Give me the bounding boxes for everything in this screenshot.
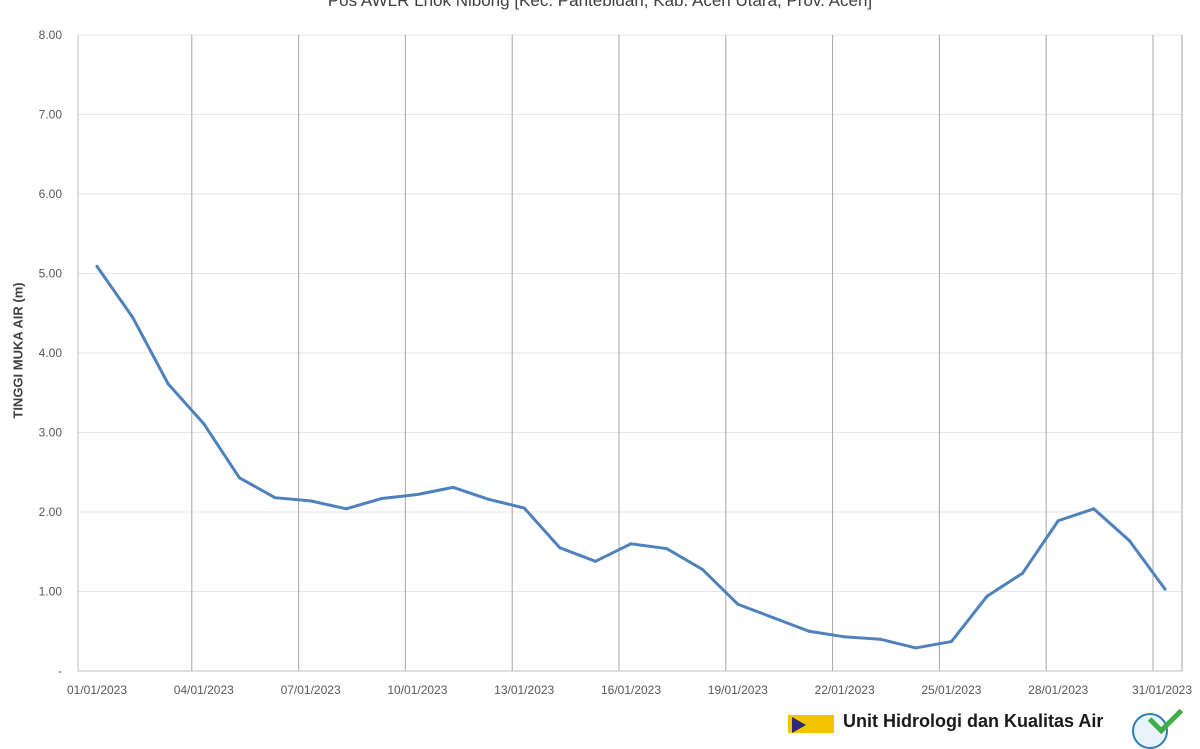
y-axis-label: TINGGI MUKA AIR (m) <box>10 282 26 419</box>
data-point <box>914 646 918 650</box>
data-point <box>665 547 669 551</box>
data-point <box>878 637 882 641</box>
y-tick-label: 1.00 <box>39 585 63 599</box>
horizontal-gridlines <box>78 34 1182 592</box>
x-tick-label: 31/01/2023 <box>1132 683 1192 697</box>
x-tick-label: 13/01/2023 <box>494 683 554 697</box>
agency-logo: Unit Hidrologi dan Kualitas Air <box>788 698 1200 749</box>
series-line <box>95 264 1167 650</box>
x-tick-label: 04/01/2023 <box>174 683 234 697</box>
data-point <box>1163 587 1167 591</box>
data-point <box>380 496 384 500</box>
y-tick-label: 4.00 <box>39 346 63 360</box>
data-point <box>771 616 775 620</box>
data-point <box>522 506 526 510</box>
x-tick-label: 10/01/2023 <box>387 683 447 697</box>
data-point <box>487 497 491 501</box>
data-point <box>344 507 348 511</box>
y-tick-label: 6.00 <box>39 187 63 201</box>
y-tick-label: 8.00 <box>39 28 63 42</box>
y-tick-label: - <box>58 664 62 678</box>
data-point <box>1056 519 1060 523</box>
data-point <box>1127 539 1131 543</box>
data-point <box>131 315 135 319</box>
data-point <box>949 640 953 644</box>
data-point <box>309 499 313 503</box>
series-group <box>95 264 1167 650</box>
data-point <box>1092 507 1096 511</box>
x-tick-label: 25/01/2023 <box>921 683 981 697</box>
logo-text: Unit Hidrologi dan Kualitas Air <box>843 711 1104 731</box>
y-tick-label: 7.00 <box>39 108 63 122</box>
data-point <box>1021 571 1025 575</box>
line-chart: - 1.00 2.00 3.00 4.00 5.00 6.00 7.00 8.00 01/01/… <box>39 28 1193 697</box>
data-point <box>237 476 241 480</box>
logo-emblem-icon <box>788 715 834 733</box>
chart-title: Pos AWLR Lhok Nibong [Kec. Pantebidari, … <box>327 0 873 10</box>
x-tick-label: 19/01/2023 <box>708 683 768 697</box>
data-point <box>985 594 989 598</box>
data-point <box>843 635 847 639</box>
data-point <box>95 264 99 268</box>
x-tick-label: 07/01/2023 <box>281 683 341 697</box>
x-tick-label: 01/01/2023 <box>67 683 127 697</box>
data-point <box>451 485 455 489</box>
data-point <box>202 422 206 426</box>
vertical-gridlines <box>191 35 1183 671</box>
data-point <box>736 602 740 606</box>
y-tick-label: 5.00 <box>39 267 63 281</box>
data-point <box>166 382 170 386</box>
data-point <box>558 546 562 550</box>
x-tick-labels: 01/01/2023 04/01/2023 07/01/2023 10/01/2023… <box>67 683 1192 697</box>
y-tick-label: 3.00 <box>39 426 63 440</box>
x-tick-label: 16/01/2023 <box>601 683 661 697</box>
data-point <box>415 493 419 497</box>
y-tick-label: 2.00 <box>39 505 63 519</box>
data-point <box>629 542 633 546</box>
data-point <box>807 629 811 633</box>
data-point <box>273 496 277 500</box>
y-tick-labels: - 1.00 2.00 3.00 4.00 5.00 6.00 7.00 8.00 <box>39 28 63 678</box>
x-tick-label: 28/01/2023 <box>1028 683 1088 697</box>
data-point <box>700 567 704 571</box>
data-point <box>593 559 597 563</box>
x-tick-label: 22/01/2023 <box>815 683 875 697</box>
